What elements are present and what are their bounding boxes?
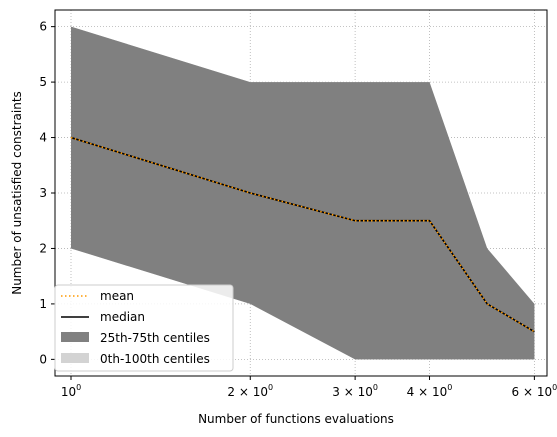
- x-tick-label-3: 4 × 100: [407, 383, 453, 399]
- legend-range-label: 0th-100th centiles: [100, 352, 210, 366]
- legend-range-swatch: [61, 353, 89, 363]
- y-tick-label-5: 5: [39, 75, 47, 89]
- x-tick-label-0: 100: [61, 383, 81, 399]
- y-tick-label-0: 0: [39, 352, 47, 366]
- y-tick-label-3: 3: [39, 186, 47, 200]
- series-lines: [70, 136, 535, 333]
- mean-line: [70, 136, 535, 333]
- legend-iqr-swatch: [61, 332, 89, 342]
- x-tick-label-1: 2 × 100: [227, 383, 273, 399]
- x-axis-ticks: 100 2 × 100 3 × 100 4 × 100 6 × 100: [61, 376, 557, 399]
- legend-iqr-label: 25th-75th centiles: [100, 331, 210, 345]
- centile-bands: [71, 26, 535, 360]
- x-tick-label-2: 3 × 100: [332, 383, 378, 399]
- legend: mean median 25th-75th centiles 0th-100th…: [54, 284, 234, 372]
- x-axis-label: Number of functions evaluations: [198, 412, 394, 426]
- legend-mean-label: mean: [100, 289, 134, 303]
- y-tick-label-4: 4: [39, 131, 47, 145]
- legend-box: [54, 284, 234, 372]
- x-tick-label-4: 6 × 100: [512, 383, 557, 399]
- band-25th-75th-centiles: [71, 26, 535, 360]
- y-tick-label-6: 6: [39, 20, 47, 34]
- y-tick-label-1: 1: [39, 297, 47, 311]
- legend-median-label: median: [100, 310, 145, 324]
- y-axis-label: Number of unsatisfied constraints: [10, 91, 24, 295]
- y-axis-ticks: 0 1 2 3 4 5 6: [39, 20, 55, 366]
- y-tick-label-2: 2: [39, 241, 47, 255]
